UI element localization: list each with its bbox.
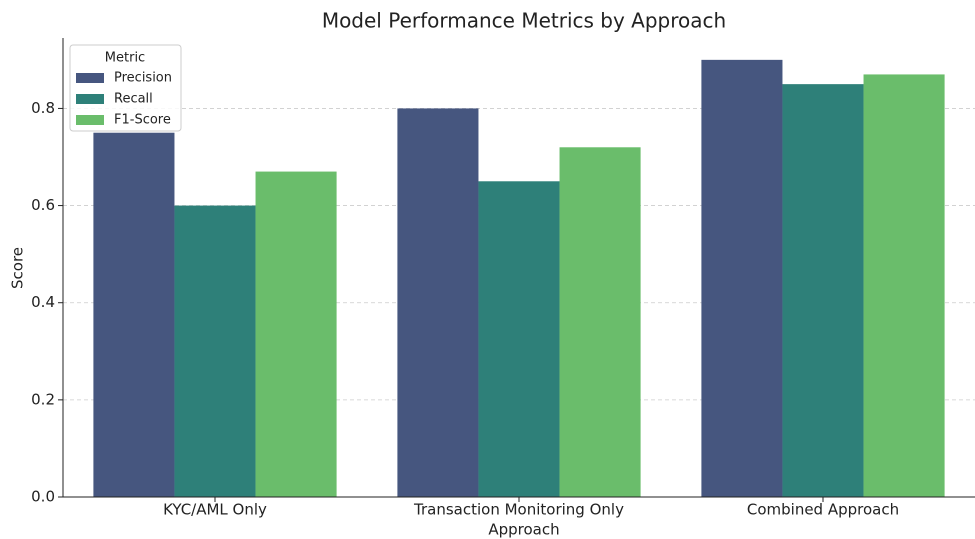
legend-box bbox=[69, 44, 182, 132]
y-tick-label: 0.6 bbox=[31, 196, 55, 214]
x-tick-label: KYC/AML Only bbox=[163, 501, 267, 519]
x-tick-label: Transaction Monitoring Only bbox=[413, 501, 624, 519]
legend-label: Recall bbox=[114, 92, 153, 107]
bar bbox=[174, 205, 256, 498]
y-tick-label: 0.8 bbox=[31, 99, 55, 117]
chart-title: Model Performance Metrics by Approach bbox=[322, 9, 726, 33]
x-tick-label: Combined Approach bbox=[747, 501, 899, 519]
bar bbox=[93, 132, 175, 497]
bar bbox=[863, 74, 945, 497]
legend-swatch bbox=[76, 115, 104, 125]
y-tick-label: 0.0 bbox=[31, 488, 55, 506]
y-tick-label: 0.4 bbox=[31, 293, 55, 311]
legend-label: Precision bbox=[114, 71, 172, 86]
legend-title: Metric bbox=[105, 51, 145, 66]
y-tick-label: 0.2 bbox=[31, 390, 55, 408]
bar bbox=[782, 84, 864, 498]
x-axis-label: Approach bbox=[488, 521, 559, 539]
bar bbox=[397, 108, 479, 497]
legend-swatch bbox=[76, 94, 104, 104]
legend-label: F1-Score bbox=[114, 113, 171, 128]
legend-swatch bbox=[76, 73, 104, 83]
bar bbox=[255, 171, 337, 498]
y-axis-label: Score bbox=[9, 247, 27, 289]
bar bbox=[701, 59, 783, 497]
bar bbox=[559, 147, 641, 498]
bar bbox=[478, 181, 560, 498]
